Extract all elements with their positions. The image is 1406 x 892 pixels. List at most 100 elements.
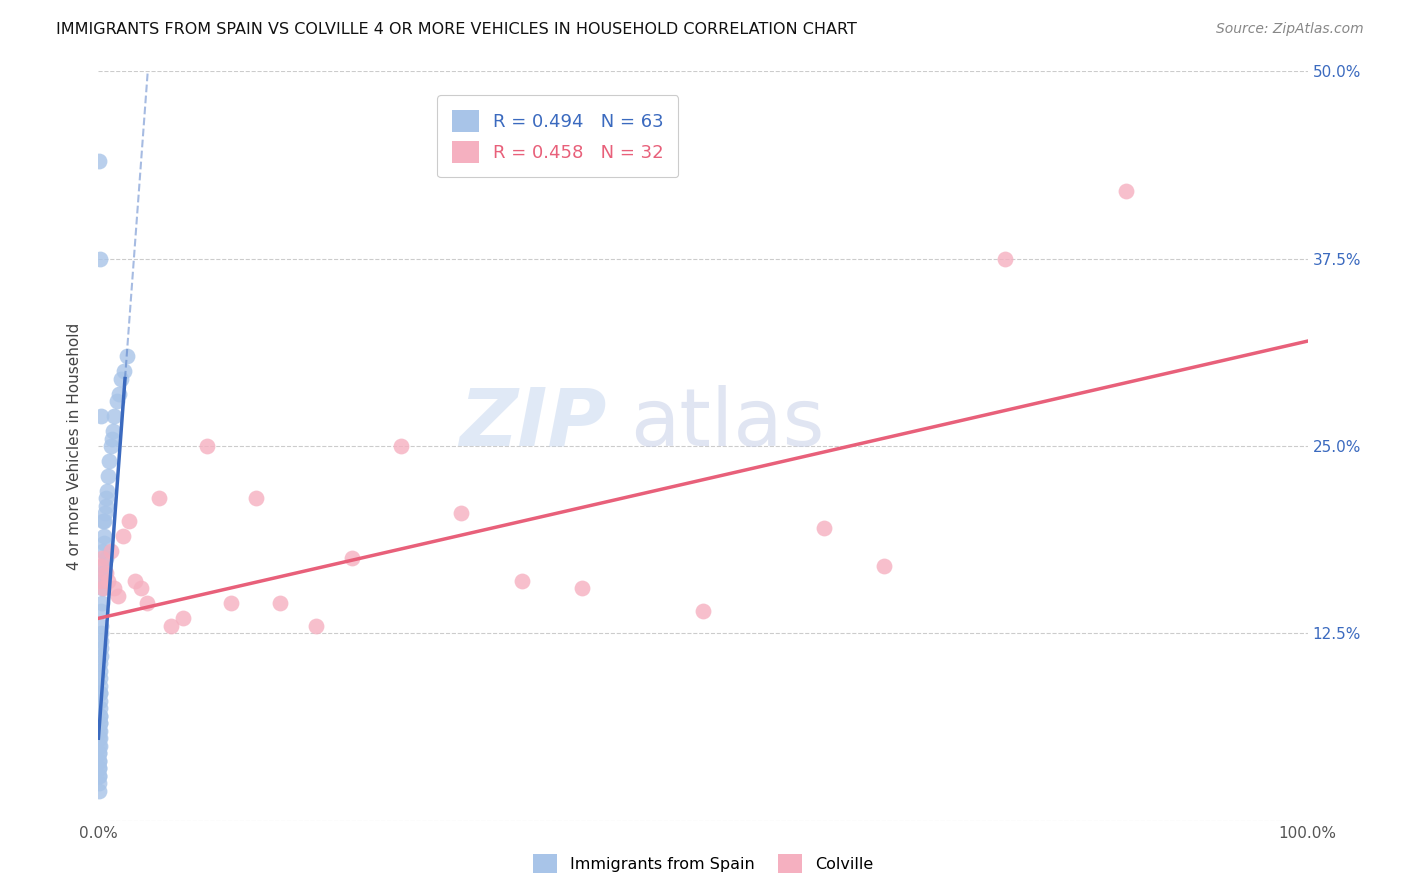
Point — [124, 574, 146, 588]
Point — [87, 769, 110, 783]
Point — [108, 386, 131, 401]
Point — [94, 551, 117, 566]
Point — [571, 582, 593, 596]
Text: Source: ZipAtlas.com: Source: ZipAtlas.com — [1216, 22, 1364, 37]
Point — [89, 731, 111, 746]
Point — [90, 619, 112, 633]
Legend: R = 0.494   N = 63, R = 0.458   N = 32: R = 0.494 N = 63, R = 0.458 N = 32 — [437, 95, 679, 178]
Point — [510, 574, 533, 588]
Point — [89, 686, 111, 700]
Point — [89, 694, 111, 708]
Point — [91, 582, 114, 596]
Point — [89, 252, 111, 266]
Point — [1115, 184, 1137, 198]
Point — [89, 723, 111, 738]
Point — [91, 582, 114, 596]
Point — [129, 582, 152, 596]
Point — [89, 739, 111, 753]
Point — [89, 686, 111, 700]
Point — [91, 566, 114, 581]
Text: IMMIGRANTS FROM SPAIN VS COLVILLE 4 OR MORE VEHICLES IN HOUSEHOLD CORRELATION CH: IMMIGRANTS FROM SPAIN VS COLVILLE 4 OR M… — [56, 22, 858, 37]
Y-axis label: 4 or more Vehicles in Household: 4 or more Vehicles in Household — [67, 322, 83, 570]
Point — [96, 491, 118, 506]
Point — [305, 619, 328, 633]
Point — [103, 409, 125, 423]
Point — [100, 544, 122, 558]
Point — [96, 483, 118, 498]
Point — [110, 371, 132, 385]
Point — [91, 574, 114, 588]
Point — [91, 558, 114, 573]
Text: ZIP: ZIP — [458, 384, 606, 463]
Point — [91, 544, 114, 558]
Point — [90, 604, 112, 618]
Point — [89, 701, 111, 715]
Point — [172, 611, 194, 625]
Point — [94, 499, 117, 513]
Point — [389, 439, 412, 453]
Point — [135, 596, 157, 610]
Legend: Immigrants from Spain, Colville: Immigrants from Spain, Colville — [526, 847, 880, 880]
Point — [90, 648, 112, 663]
Point — [692, 604, 714, 618]
Point — [221, 596, 243, 610]
Point — [98, 454, 121, 468]
Point — [873, 558, 896, 573]
Point — [93, 529, 115, 543]
Point — [101, 424, 124, 438]
Point — [450, 507, 472, 521]
Point — [90, 558, 112, 573]
Point — [97, 469, 120, 483]
Point — [89, 154, 111, 169]
Point — [89, 746, 111, 760]
Point — [90, 633, 112, 648]
Point — [111, 529, 134, 543]
Point — [90, 409, 112, 423]
Point — [89, 708, 111, 723]
Point — [97, 574, 120, 588]
Point — [994, 252, 1017, 266]
Point — [195, 439, 218, 453]
Point — [87, 761, 110, 775]
Point — [813, 521, 835, 535]
Point — [93, 536, 115, 550]
Point — [89, 761, 111, 775]
Point — [89, 739, 111, 753]
Point — [90, 641, 112, 656]
Point — [89, 657, 111, 671]
Point — [91, 514, 114, 528]
Point — [89, 716, 111, 731]
Point — [87, 754, 110, 768]
Point — [89, 731, 111, 746]
Point — [94, 566, 117, 581]
Point — [93, 514, 115, 528]
Text: atlas: atlas — [630, 384, 825, 463]
Point — [160, 619, 183, 633]
Point — [87, 783, 110, 797]
Point — [89, 664, 111, 678]
Point — [89, 679, 111, 693]
Point — [87, 769, 110, 783]
Point — [91, 551, 114, 566]
Point — [89, 574, 111, 588]
Point — [100, 439, 122, 453]
Point — [87, 746, 110, 760]
Point — [342, 551, 364, 566]
Point — [107, 589, 129, 603]
Point — [89, 708, 111, 723]
Point — [100, 432, 122, 446]
Point — [89, 754, 111, 768]
Point — [94, 507, 117, 521]
Point — [89, 716, 111, 731]
Point — [245, 491, 267, 506]
Point — [112, 364, 135, 378]
Point — [117, 349, 139, 363]
Point — [89, 671, 111, 685]
Point — [89, 723, 111, 738]
Point — [87, 776, 110, 790]
Point — [118, 514, 141, 528]
Point — [103, 582, 125, 596]
Point — [269, 596, 291, 610]
Point — [148, 491, 170, 506]
Point — [105, 394, 128, 409]
